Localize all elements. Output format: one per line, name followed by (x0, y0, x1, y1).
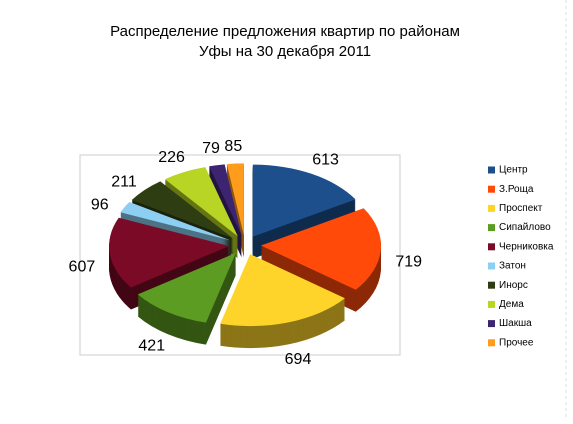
data-label: 79 (202, 140, 220, 157)
legend-label: Дема (499, 299, 524, 310)
data-label: 211 (111, 173, 137, 190)
slice-top (260, 208, 381, 290)
data-label: 85 (224, 138, 242, 155)
legend-label: Сипайлово (499, 222, 551, 233)
legend-label: Центр (499, 165, 528, 176)
legend-label: Инорс (499, 280, 528, 291)
slice-top (252, 164, 356, 237)
legend-swatch (488, 243, 495, 251)
legend-swatch (488, 185, 495, 193)
slice-top (164, 167, 238, 237)
legend-label: Проспект (499, 203, 543, 214)
slice (260, 208, 381, 312)
data-label: 96 (91, 196, 109, 213)
legend-swatch (488, 224, 495, 232)
legend-swatch (488, 166, 495, 174)
data-label: 719 (395, 254, 422, 271)
slice (137, 252, 236, 345)
slice (109, 217, 230, 310)
legend-label: Затон (499, 261, 526, 272)
slice-top (209, 164, 242, 236)
legend-swatch (488, 262, 495, 270)
legend-label: З.Роща (499, 184, 534, 195)
data-label: 421 (138, 337, 165, 354)
legend-label: Прочее (499, 337, 534, 348)
legend-swatch (488, 204, 495, 212)
slice-top (120, 202, 231, 241)
slice-top (131, 181, 234, 239)
chart-title: Распределение предложения квартир по рай… (110, 23, 460, 60)
slice (252, 164, 356, 259)
legend-label: Шакша (499, 318, 532, 329)
slice-top (220, 254, 345, 327)
slice-top (137, 252, 236, 323)
slice-top (109, 217, 230, 288)
slice-top (226, 163, 244, 236)
legend-label: Черниковка (499, 241, 554, 252)
data-label: 694 (285, 351, 312, 368)
data-label: 613 (312, 152, 339, 169)
plot-area (79, 154, 401, 356)
legend-swatch (488, 281, 495, 289)
legend-swatch (488, 300, 495, 308)
data-label: 226 (158, 149, 185, 166)
legend-swatch (488, 320, 495, 328)
slice (220, 254, 345, 349)
data-label: 607 (69, 259, 96, 276)
legend-swatch (488, 339, 495, 347)
